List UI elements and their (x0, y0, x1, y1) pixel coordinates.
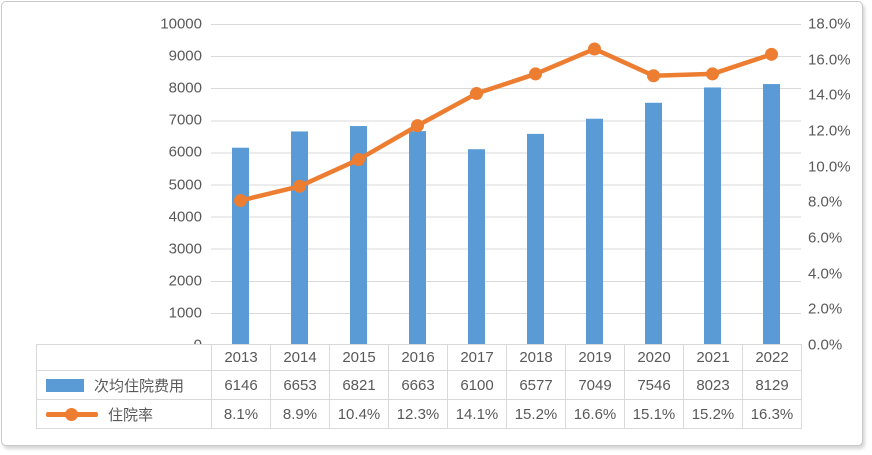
right-axis-label: 18.0% (808, 15, 851, 33)
left-axis-label: 2000 (168, 272, 202, 290)
rate-cell: 15.2% (683, 399, 743, 429)
rate-marker-2022 (765, 47, 778, 61)
bar-2016 (409, 131, 426, 345)
cost-cell: 6146 (211, 370, 271, 400)
right-axis-label: 6.0% (808, 229, 843, 247)
right-axis-label: 8.0% (808, 193, 843, 211)
line-series-label: 住院率 (108, 406, 154, 424)
left-axis-label: 6000 (168, 143, 202, 161)
right-axis-label: 0.0% (808, 336, 843, 354)
chart-card: 0100020003000400050006000700080009000100… (1, 1, 863, 446)
year-cell: 2017 (447, 344, 507, 371)
rate-cell: 12.3% (388, 399, 448, 429)
cost-cell: 6100 (447, 370, 507, 400)
left-axis-label: 7000 (168, 111, 202, 129)
left-axis-label: 3000 (168, 240, 202, 258)
left-axis-label: 8000 (168, 79, 202, 97)
cost-cell: 6821 (329, 370, 389, 400)
cost-cell: 8129 (742, 370, 802, 400)
year-cell: 2022 (742, 344, 802, 371)
left-axis-label: 4000 (168, 208, 202, 226)
cost-cell: 6663 (388, 370, 448, 400)
rate-marker-2020 (647, 69, 660, 83)
left-axis-label: 10000 (160, 15, 202, 33)
left-axis-label: 5000 (168, 176, 202, 193)
cost-cell: 6653 (270, 370, 330, 400)
table-corner-spacer (36, 344, 212, 371)
rate-marker-2018 (529, 67, 542, 81)
bar-2018 (527, 133, 544, 345)
cost-cell: 7049 (565, 370, 625, 400)
rate-marker-2013 (234, 194, 247, 208)
rate-marker-2017 (470, 87, 483, 101)
bar-series-swatch-icon (46, 378, 84, 392)
cost-cell: 6577 (506, 370, 566, 400)
line-series-swatch-icon (46, 407, 98, 421)
rate-cell: 16.6% (565, 399, 625, 429)
left-axis-label: 1000 (168, 304, 202, 322)
rate-cell: 8.9% (270, 399, 330, 429)
rate-marker-2021 (706, 67, 719, 81)
bar-2020 (645, 102, 662, 345)
bar-series-label: 次均住院费用 (94, 377, 185, 395)
rate-cell: 15.1% (624, 399, 684, 429)
cost-cell: 8023 (683, 370, 743, 400)
bar-2021 (704, 87, 721, 345)
year-cell: 2015 (329, 344, 389, 371)
right-axis-label: 4.0% (808, 265, 843, 283)
right-axis-label: 12.0% (808, 122, 851, 140)
plot-area (211, 24, 801, 346)
right-axis-label: 2.0% (808, 300, 843, 318)
bar-2015 (350, 126, 367, 345)
bar-2014 (291, 131, 308, 345)
year-cell: 2016 (388, 344, 448, 371)
rate-marker-2014 (293, 179, 306, 193)
year-cell: 2021 (683, 344, 743, 371)
right-axis-label: 16.0% (808, 51, 851, 69)
bar-2022 (763, 84, 780, 346)
rate-marker-2016 (411, 119, 424, 133)
bar-2019 (586, 118, 603, 345)
left-axis-label: 9000 (168, 47, 202, 65)
right-axis-label: 14.0% (808, 86, 851, 104)
year-cell: 2019 (565, 344, 625, 371)
year-cell: 2018 (506, 344, 566, 371)
year-cell: 2020 (624, 344, 684, 371)
rate-line (238, 46, 774, 203)
rate-marker-2019 (588, 42, 601, 56)
rate-marker-2015 (352, 153, 365, 167)
rate-cell: 16.3% (742, 399, 802, 429)
rate-cell: 14.1% (447, 399, 507, 429)
rate-cell: 8.1% (211, 399, 271, 429)
right-axis-label: 10.0% (808, 158, 851, 176)
data-table: 2013 2014 2015 2016 2017 2018 2019 2020 2021 2022… (36, 344, 802, 429)
bar-2017 (468, 149, 485, 345)
rate-cell: 10.4% (329, 399, 389, 429)
legend-bar-cell: 次均住院费用 (36, 370, 212, 400)
year-cell: 2013 (211, 344, 271, 371)
year-cell: 2014 (270, 344, 330, 371)
bar-2013 (232, 147, 249, 345)
legend-line-cell: 住院率 (36, 399, 212, 429)
rate-cell: 15.2% (506, 399, 566, 429)
cost-cell: 7546 (624, 370, 684, 400)
